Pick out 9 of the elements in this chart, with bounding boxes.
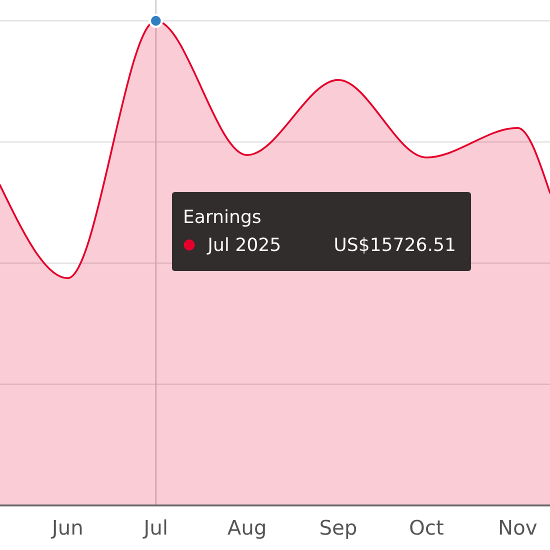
x-tick-label: Nov bbox=[500, 520, 537, 535]
x-tick-label: Jun bbox=[50, 520, 82, 539]
x-tick-label: Oct bbox=[410, 520, 444, 535]
x-tick-label: Jul bbox=[142, 519, 166, 539]
annotation: Jul 2025 bbox=[206, 237, 280, 255]
annotation: Earnings bbox=[184, 209, 260, 227]
annotation: US$15726.51 bbox=[335, 237, 454, 254]
x-tick-label: Aug bbox=[228, 520, 265, 539]
x-tick-label: Sep bbox=[320, 520, 356, 539]
